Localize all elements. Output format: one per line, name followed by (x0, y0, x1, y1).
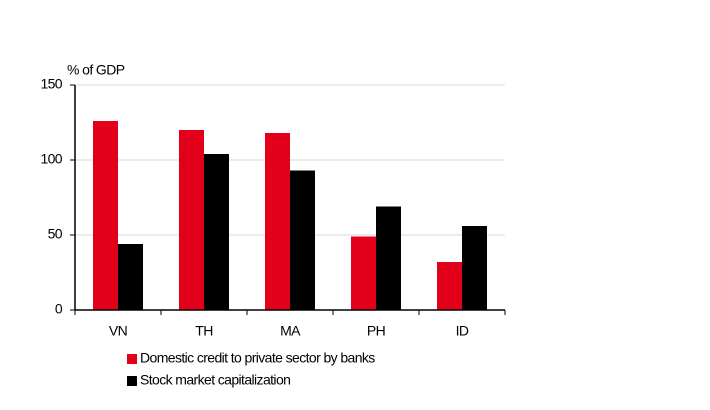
y-tick-label: 0 (55, 301, 63, 317)
y-tick-label: 100 (40, 151, 62, 167)
y-tick-label: 150 (40, 76, 62, 92)
legend-swatch (127, 376, 137, 386)
y-tick-label: 50 (48, 226, 63, 242)
bar (290, 170, 315, 310)
x-tick-label: ID (456, 323, 469, 339)
bar (265, 133, 290, 310)
x-tick-label: VN (109, 323, 127, 339)
y-axis-label: % of GDP (67, 62, 125, 78)
legend-label: Stock market capitalization (140, 372, 290, 388)
bar (118, 244, 143, 310)
bar (204, 154, 229, 310)
bar (351, 236, 376, 310)
legend-swatch (127, 354, 137, 364)
bar (179, 130, 204, 310)
bar (437, 262, 462, 310)
bar (93, 121, 118, 310)
x-tick-label: MA (280, 323, 301, 339)
bar (376, 206, 401, 310)
bar (462, 226, 487, 310)
x-tick-label: PH (367, 323, 385, 339)
legend-label: Domestic credit to private sector by ban… (140, 350, 375, 366)
x-tick-label: TH (195, 323, 212, 339)
